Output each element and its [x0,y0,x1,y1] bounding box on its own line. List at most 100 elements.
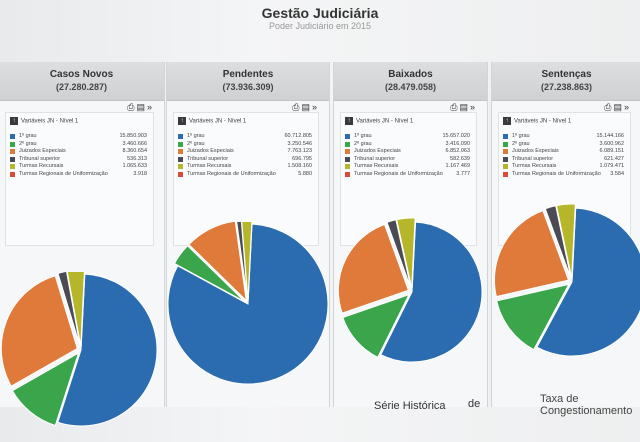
pie-slice-6[interactable] [571,203,577,279]
footer-tabs: Série Histórica de Taxa de Congestioname… [360,393,640,417]
tab-taxa-congestionamento[interactable]: Taxa de Congestionamento [540,393,633,417]
legend: ↑ Variáveis JN - Nível 1 1º grau 15.657.02… [340,112,477,246]
legend-item[interactable]: Tribunal superior 621.427 [503,156,624,164]
legend-value: 6.089.151 [599,148,624,154]
legend-label: Juizados Especiais [187,148,234,154]
panel-header: Pendentes (73.936.309) [167,62,329,101]
pie-slice-5[interactable] [396,217,416,289]
export-icon[interactable]: ▤ [136,102,147,112]
print-icon[interactable]: ⎙ [604,102,614,112]
legend-swatch [503,141,508,147]
legend-item[interactable]: 1º grau 15.850.903 [10,133,147,141]
legend-item[interactable]: Turmas Recursais 1.079.471 [503,163,624,171]
expand-icon[interactable]: » [623,102,631,112]
pie-slice-5[interactable] [241,222,253,301]
legend-item[interactable]: Turmas Regionais de Uniformização 5.880 [178,171,312,179]
legend-label: 1º grau [354,133,372,139]
expand-icon[interactable]: » [311,102,319,112]
legend-item[interactable]: 1º grau 60.712.805 [178,133,312,141]
tab-serie-historica[interactable]: Série Histórica [374,400,446,412]
legend-label: Turmas Regionais de Uniformização [19,170,108,177]
drill-up-icon[interactable]: ↑ [178,117,186,125]
legend-item[interactable]: Turmas Recursais 1.167.469 [345,163,470,171]
drill-up-icon[interactable]: ↑ [503,117,511,125]
pie-slice-2[interactable] [496,283,570,351]
pie-slice-1[interactable] [167,223,329,385]
pie-slice-6[interactable] [80,272,86,347]
legend-item[interactable]: Juizados Especiais 6.089.151 [503,148,624,156]
legend-value: 15.850.903 [119,133,147,139]
legend-label: Tribunal superior [354,155,396,162]
pie-slice-6[interactable] [411,217,417,289]
legend-value: 15.144.166 [596,133,624,139]
print-icon[interactable]: ⎙ [292,102,302,112]
legend-label: 2º grau [354,140,372,147]
legend-item[interactable]: 2º grau 3.250.546 [178,141,312,149]
legend: ↑ Variáveis JN - Nível 1 1º grau 15.850.90… [5,112,154,246]
pie-slice-2[interactable] [342,293,410,358]
legend-item[interactable]: Turmas Regionais de Uniformização 3.584 [503,171,624,179]
drill-up-icon[interactable]: ↑ [345,117,353,125]
legend-item[interactable]: Juizados Especiais 6.852.063 [345,148,470,156]
legend-item[interactable]: Tribunal superior 536.313 [10,156,147,164]
legend-swatch [178,171,183,177]
legend-item[interactable]: Juizados Especiais 8.360.654 [10,148,147,156]
legend-item[interactable]: Turmas Recursais 1.508.160 [178,163,312,171]
legend-rows: 1º grau 15.657.020 2º grau 3.416.090 Juizado… [345,133,470,178]
legend-item[interactable]: Turmas Regionais de Uniformização 3.918 [10,171,147,179]
pie-chart [494,203,640,357]
legend-item[interactable]: Turmas Recursais 1.065.633 [10,163,147,171]
pie-slice-4[interactable] [236,222,249,301]
panel-tools: ⎙▤» [127,102,154,113]
pie-slice-4[interactable] [386,219,412,289]
drill-up-icon[interactable]: ↑ [10,117,18,125]
legend-item[interactable]: Tribunal superior 582.639 [345,156,470,164]
pie-slice-6[interactable] [247,222,253,301]
pie-slice-5[interactable] [66,272,85,347]
panel-pendentes: Pendentes (73.936.309) ⎙▤» ↑ Variáveis JN… [166,62,330,407]
legend-label: Turmas Regionais de Uniformização [512,170,601,177]
legend-value: 3.918 [133,170,147,177]
legend-item[interactable]: Tribunal superior 696.795 [178,156,312,164]
panel-total: (27.280.287) [55,82,108,92]
pie-slice-4[interactable] [57,272,81,347]
export-icon[interactable]: ▤ [613,102,624,112]
legend-label: Juizados Especiais [354,148,401,154]
pie-slice-3[interactable] [337,223,410,314]
expand-icon[interactable]: » [146,102,154,112]
pie-slice-2[interactable] [173,245,246,303]
legend-item[interactable]: Juizados Especiais 7.763.123 [178,148,312,156]
expand-icon[interactable]: » [469,102,477,112]
pie-slice-3[interactable] [494,210,570,298]
legend-value: 1.167.469 [445,163,470,169]
legend-swatch [10,164,15,169]
legend-item[interactable]: 2º grau 3.460.666 [10,141,147,149]
export-icon[interactable]: ▤ [301,102,312,112]
pie-slice-4[interactable] [544,205,572,279]
legend-item[interactable]: 1º grau 15.657.020 [345,133,470,141]
legend-item[interactable]: 1º grau 15.144.166 [503,133,624,141]
print-icon[interactable]: ⎙ [450,102,460,112]
pie-slice-3[interactable] [0,275,78,387]
legend-label: Turmas Regionais de Uniformização [354,170,443,177]
pie-slice-5[interactable] [555,203,576,279]
legend-swatch [345,164,350,169]
print-icon[interactable]: ⎙ [127,102,137,112]
legend-value: 7.763.123 [287,148,312,154]
legend-value: 3.416.090 [445,140,470,147]
export-icon[interactable]: ▤ [459,102,470,112]
legend-item[interactable]: Turmas Regionais de Uniformização 3.777 [345,171,470,179]
legend-swatch [503,134,508,139]
panel-tools: ⎙▤» [450,102,477,113]
legend-swatch [10,141,15,147]
legend-item[interactable]: 2º grau 3.416.090 [345,141,470,149]
pie-slice-1[interactable] [380,221,483,363]
panel-title: Baixados [388,69,433,80]
legend-value: 3.584 [610,170,624,177]
legend-swatch [345,171,350,177]
legend-value: 3.600.962 [599,140,624,147]
pie-slice-3[interactable] [188,222,247,302]
legend-item[interactable]: 2º grau 3.600.962 [503,141,624,149]
pie-slice-1[interactable] [536,207,640,357]
legend-label: 1º grau [19,133,37,139]
